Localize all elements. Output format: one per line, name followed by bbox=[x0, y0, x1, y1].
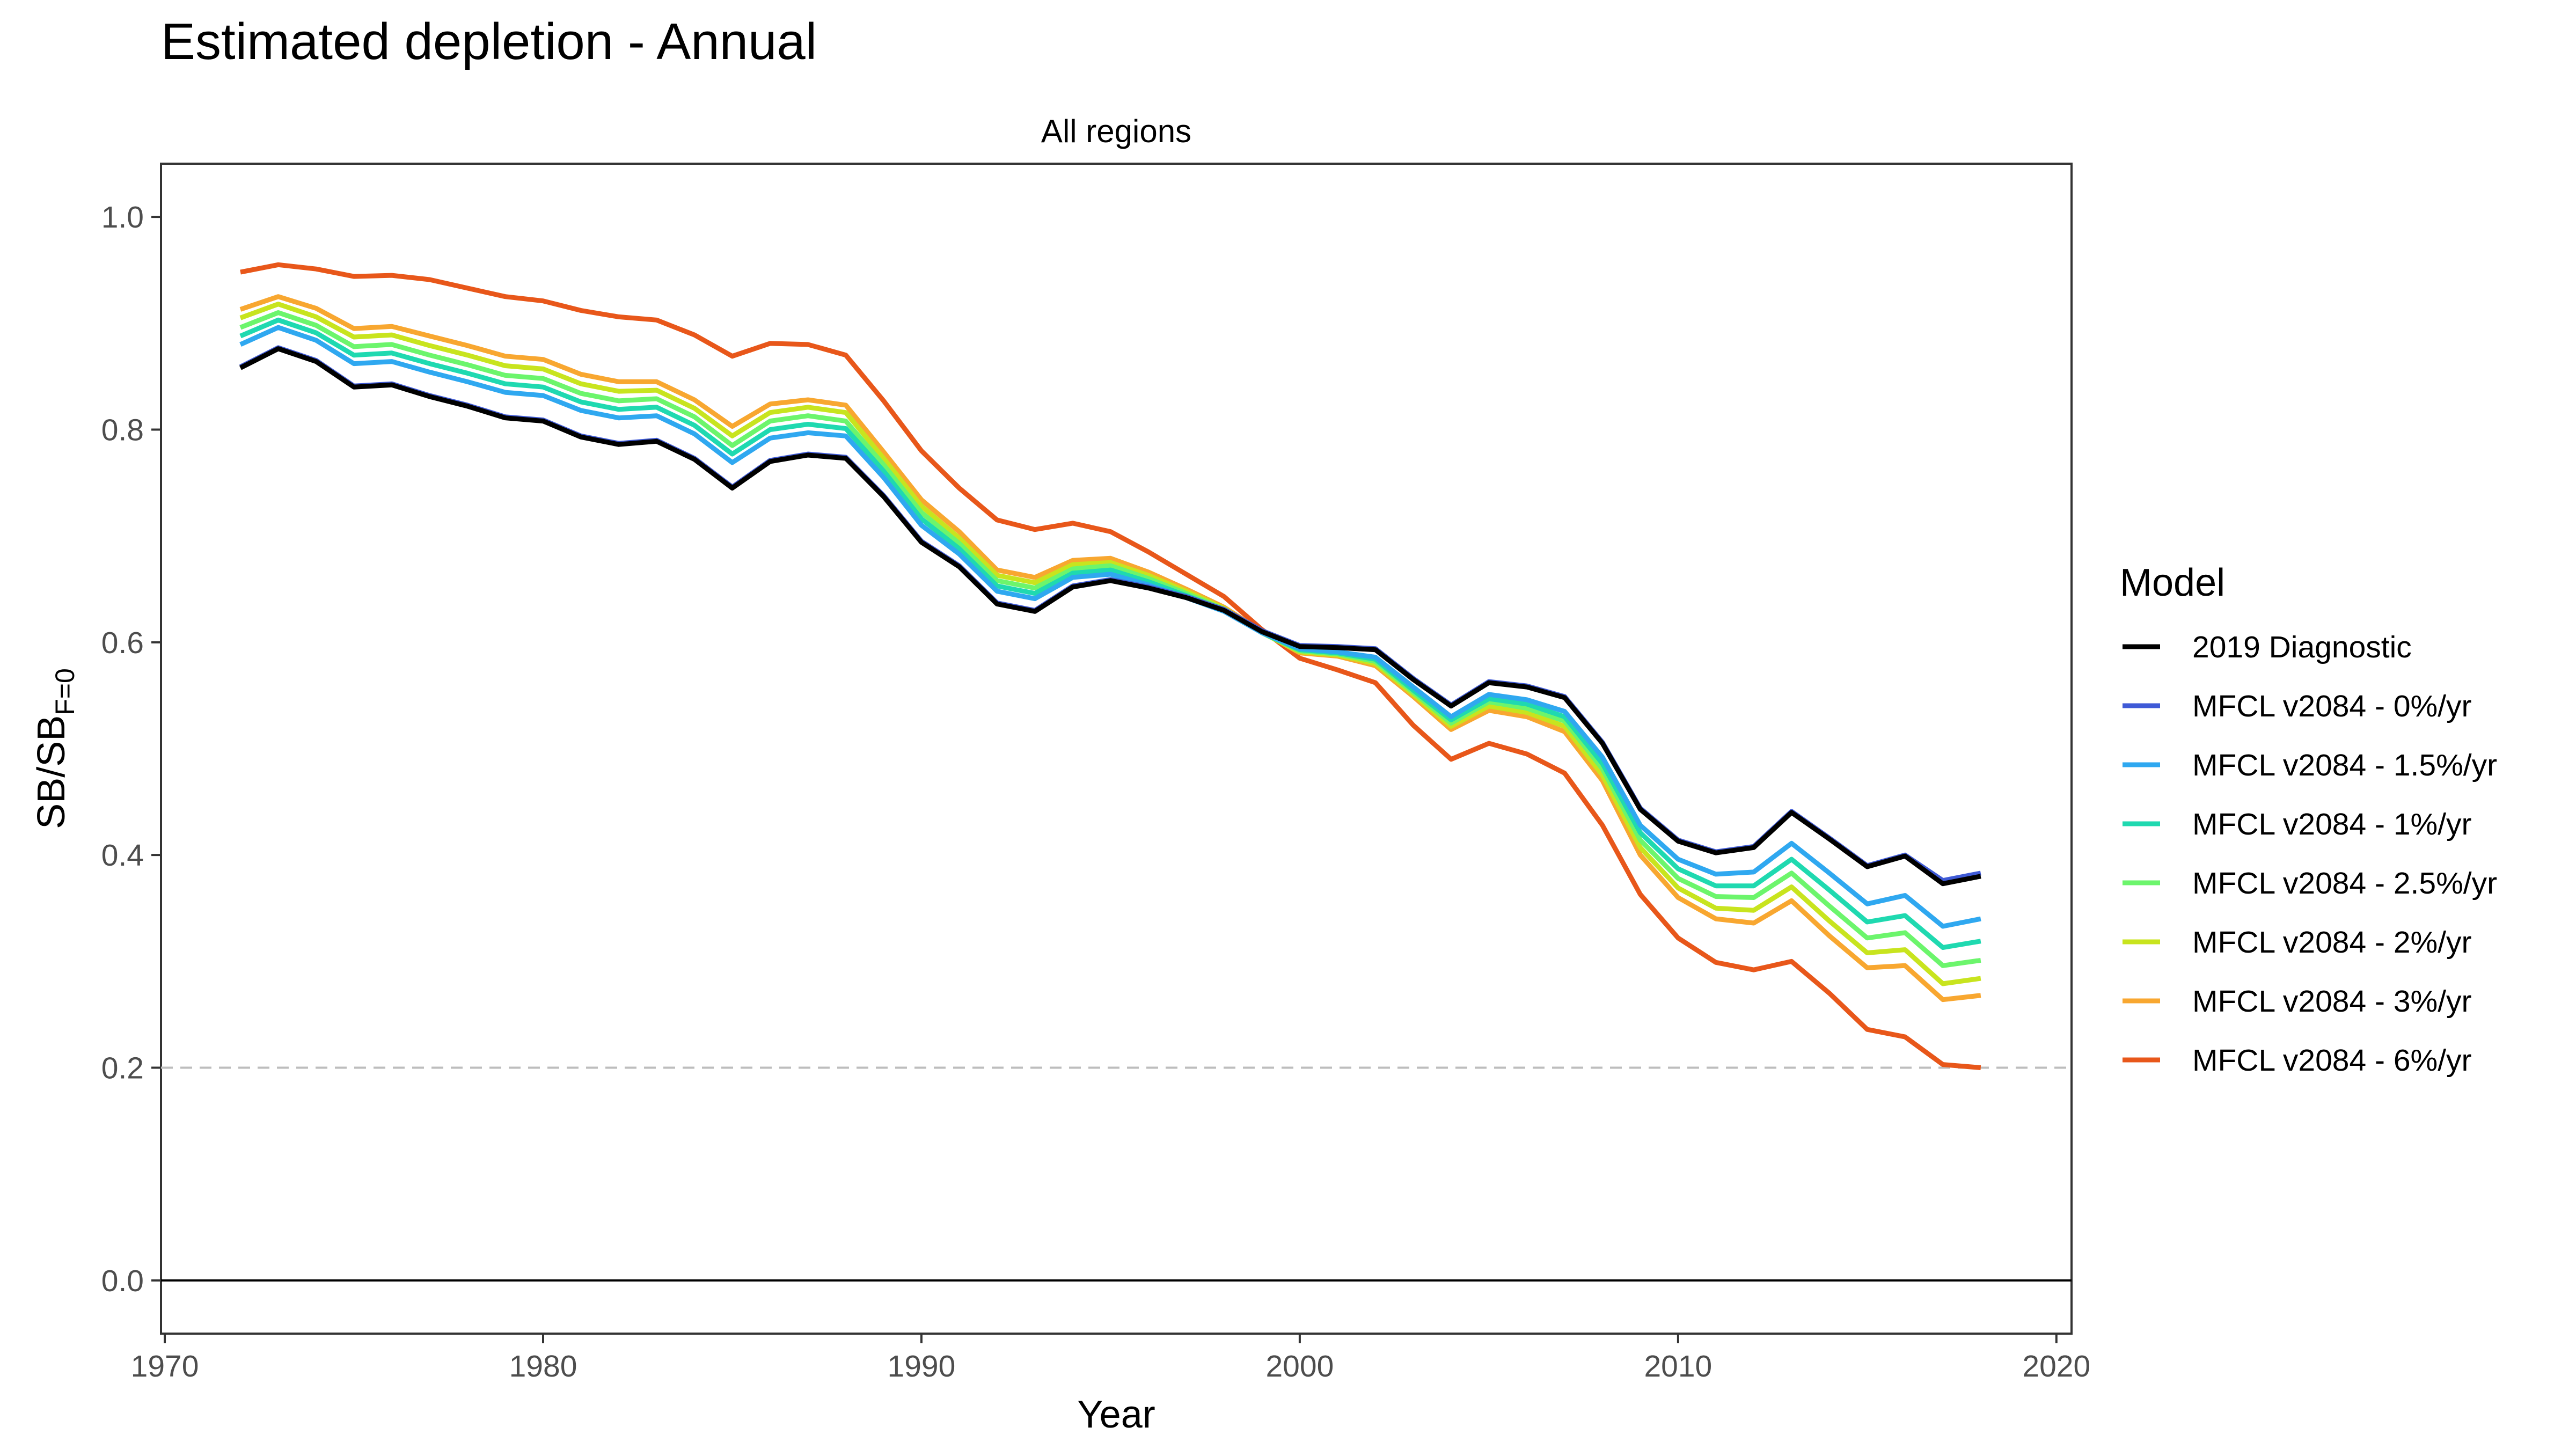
legend-label-7: MFCL v2084 - 6%/yr bbox=[2192, 1043, 2472, 1078]
x-tick-label: 1990 bbox=[888, 1349, 956, 1384]
x-axis: 1970 1980 1990 2000 2010 2020 bbox=[131, 1334, 2090, 1384]
series-line-3 bbox=[239, 317, 1981, 950]
reference-lines bbox=[161, 1066, 2072, 1282]
legend-items: 2019 Diagnostic MFCL v2084 - 0%/yr MFCL v2… bbox=[2123, 630, 2497, 1078]
y-axis-title-subscript: F=0 bbox=[50, 668, 80, 715]
series-line-6 bbox=[239, 294, 1981, 1002]
chart-title: Estimated depletion - Annual bbox=[161, 13, 817, 70]
series-lines bbox=[239, 262, 1981, 1070]
y-axis-title-main: SB/SB bbox=[30, 715, 73, 829]
legend-label-6: MFCL v2084 - 3%/yr bbox=[2192, 984, 2472, 1019]
x-tick-label: 2000 bbox=[1265, 1349, 1334, 1384]
series-line-0 bbox=[239, 346, 1981, 887]
plot-panel bbox=[160, 163, 2073, 1335]
legend-label-3: MFCL v2084 - 1%/yr bbox=[2192, 807, 2472, 841]
x-tick-label: 1980 bbox=[509, 1349, 577, 1384]
legend-label-1: MFCL v2084 - 0%/yr bbox=[2192, 689, 2472, 723]
series-line-2 bbox=[239, 325, 1981, 929]
series-line-4 bbox=[239, 310, 1981, 968]
legend-title: Model bbox=[2120, 561, 2225, 604]
y-axis-title: SB/SBF=0 bbox=[30, 668, 80, 829]
legend: Model 2019 Diagnostic MFCL v2084 - 0%/yr M… bbox=[2120, 561, 2497, 1078]
y-tick-label: 0.8 bbox=[101, 413, 144, 447]
x-tick-label: 1970 bbox=[131, 1349, 199, 1384]
x-axis-title: Year bbox=[1077, 1393, 1155, 1436]
panel-title: All regions bbox=[1041, 113, 1191, 149]
y-tick-label: 0.4 bbox=[101, 838, 144, 873]
x-tick-label: 2010 bbox=[1644, 1349, 1712, 1384]
y-tick-label: 1.0 bbox=[101, 200, 144, 235]
legend-label-5: MFCL v2084 - 2%/yr bbox=[2192, 925, 2472, 960]
series-line-5 bbox=[239, 302, 1981, 986]
y-tick-label: 0.0 bbox=[101, 1264, 144, 1298]
y-tick-label: 0.2 bbox=[101, 1051, 144, 1086]
series-line-1 bbox=[239, 345, 1981, 883]
legend-label-0: 2019 Diagnostic bbox=[2192, 630, 2412, 664]
legend-label-2: MFCL v2084 - 1.5%/yr bbox=[2192, 748, 2497, 782]
legend-label-4: MFCL v2084 - 2.5%/yr bbox=[2192, 866, 2497, 901]
panel-border bbox=[160, 163, 2073, 1335]
y-axis: 0.0 0.2 0.4 0.6 0.8 1.0 bbox=[101, 200, 161, 1298]
x-tick-label: 2020 bbox=[2022, 1349, 2090, 1384]
series-line-7 bbox=[240, 262, 1981, 1070]
y-tick-label: 0.6 bbox=[101, 626, 144, 660]
